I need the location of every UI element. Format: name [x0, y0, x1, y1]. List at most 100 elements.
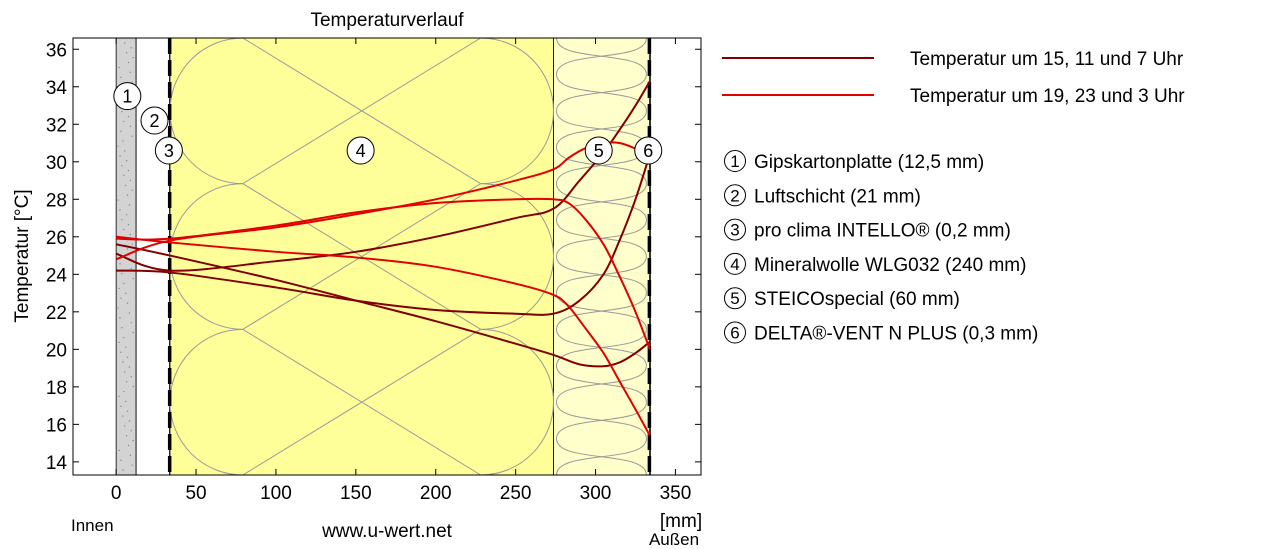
gypsum-texture-dot: [123, 336, 125, 339]
x-tick-label: 300: [580, 483, 612, 504]
series-line-3: [115, 243, 651, 368]
gypsum-texture-dot: [124, 42, 126, 44]
gypsum-texture-dot: [129, 71, 132, 74]
legend-layer-6-number: 6: [730, 324, 739, 343]
gypsum-texture-dot: [126, 302, 129, 304]
gypsum-texture-dot: [125, 214, 128, 216]
gypsum-texture-dot: [130, 376, 133, 378]
outside-label: Außen: [649, 530, 699, 549]
mineral-wool-pattern: [169, 38, 554, 475]
gypsum-texture-dot: [126, 410, 129, 412]
gypsum-texture-dot: [118, 66, 120, 69]
gypsum-texture-dot: [125, 52, 128, 54]
gypsum-texture-dot: [126, 248, 129, 250]
gypsum-texture-dot: [130, 47, 133, 49]
wall-layers: [115, 38, 652, 475]
wood-fibre-curve: [556, 438, 647, 475]
y-tick-label: 20: [46, 340, 67, 361]
series-line-2: [116, 153, 651, 316]
series-line-1: [115, 80, 651, 272]
y-tick-label: 26: [46, 228, 67, 249]
y-tick-label: 24: [46, 265, 68, 286]
x-tick-label: 0: [111, 483, 122, 504]
y-tick-label: 14: [46, 453, 68, 474]
y-tick-label: 18: [46, 378, 67, 399]
gypsum-texture-dot: [122, 415, 124, 417]
y-tick-label: 30: [46, 153, 67, 174]
y-tick-label: 28: [46, 190, 67, 211]
layer-3-marker: [154, 136, 183, 165]
layer-5-marker-label: 5: [594, 141, 604, 161]
legend-layer-2-marker: [724, 184, 746, 207]
x-tick-label: 250: [500, 483, 532, 504]
layer-2-marker: [140, 106, 169, 135]
gypsum-texture-dot: [132, 439, 134, 442]
gypsum-texture-dot: [126, 356, 129, 358]
gypsum-texture-dot: [118, 287, 120, 290]
gypsum-texture-dot: [117, 307, 119, 309]
gypsum-texture-dot: [127, 61, 130, 64]
layer-6-marker-label: 6: [643, 141, 653, 161]
gypsum-texture-dot: [125, 381, 128, 383]
gypsum-texture-dot: [132, 56, 134, 59]
layer-number-labels: 123 4 5 6: [113, 82, 663, 165]
gypsum-texture-dot: [121, 110, 123, 113]
wood-fibre-curve: [556, 365, 647, 403]
series-line-4: [115, 141, 651, 261]
layer-4-marker: [346, 136, 375, 165]
series-line-5: [116, 197, 651, 350]
legend-layer-1-marker: [724, 150, 746, 172]
wood-fibre-curve: [556, 110, 647, 148]
gypsum-texture-dot: [120, 76, 122, 78]
gypsum-texture-dot: [121, 218, 123, 221]
gypsum-texture-dot: [119, 209, 121, 211]
gypsum-texture-dot: [131, 189, 133, 191]
wood-fibre-curve: [556, 38, 647, 75]
gypsum-texture-dot: [117, 199, 119, 201]
gypsum-texture-dot: [132, 277, 134, 280]
gypsum-texture-dot: [127, 169, 130, 172]
wood-fibre-curve: [556, 256, 647, 293]
plot-frame: [72, 37, 702, 476]
gypsum-texture-dot: [120, 351, 122, 353]
gypsum-texture-dot: [131, 81, 133, 83]
wood-fibre-curve: [556, 402, 647, 439]
layer-4-marker-label: 4: [356, 141, 366, 161]
gypsum-texture-dot: [127, 115, 130, 118]
gypsum-texture-dot: [124, 184, 127, 187]
gypsum-texture-dot: [122, 140, 124, 142]
legend-layer-5-name: STEICOspecial (60 mm): [754, 289, 960, 310]
gypsum-texture-dot: [130, 268, 133, 270]
chart-title: Temperaturverlauf: [310, 10, 464, 31]
layer-2-band: [135, 38, 171, 475]
y-tick-label: 34: [46, 78, 68, 99]
gypsum-texture-dot: [128, 312, 131, 314]
gypsum-texture-dot: [124, 292, 127, 295]
gypsum-texture-dot: [124, 400, 127, 403]
gypsum-texture-dot: [120, 459, 122, 461]
gypsum-texture-dot: [118, 395, 120, 398]
layer-1-marker-label: 1: [122, 87, 132, 107]
gypsum-texture-dot: [118, 341, 120, 344]
legend-layer-3-number: 3: [730, 221, 739, 240]
wood-fibre-curve: [556, 220, 647, 257]
y-axis-label: Temperatur [°C]: [12, 189, 33, 322]
x-tick-label: 350: [660, 483, 692, 504]
gypsum-texture-dot: [131, 464, 133, 466]
wood-fibre-curve: [556, 292, 647, 330]
wood-fibre-curve: [556, 329, 647, 366]
gypsum-texture-dot: [129, 454, 132, 457]
gypsum-texture-dot: [131, 135, 133, 137]
legend-layer-3-marker: [724, 218, 746, 241]
legend-layer-6-marker: [724, 321, 746, 344]
gypsum-texture-dot: [121, 164, 123, 167]
gypsum-texture-dot: [120, 297, 122, 299]
layer-1-marker: [113, 82, 142, 111]
legend-layer-3-name: pro clima INTELLO® (0,2 mm): [754, 221, 1011, 242]
layer-2-marker-label: 2: [149, 111, 159, 131]
legend-layer-4-marker: [724, 252, 746, 275]
gypsum-texture-dot: [128, 366, 131, 368]
gypsum-texture-dot: [124, 346, 127, 349]
x-tick-label: 150: [340, 483, 372, 504]
